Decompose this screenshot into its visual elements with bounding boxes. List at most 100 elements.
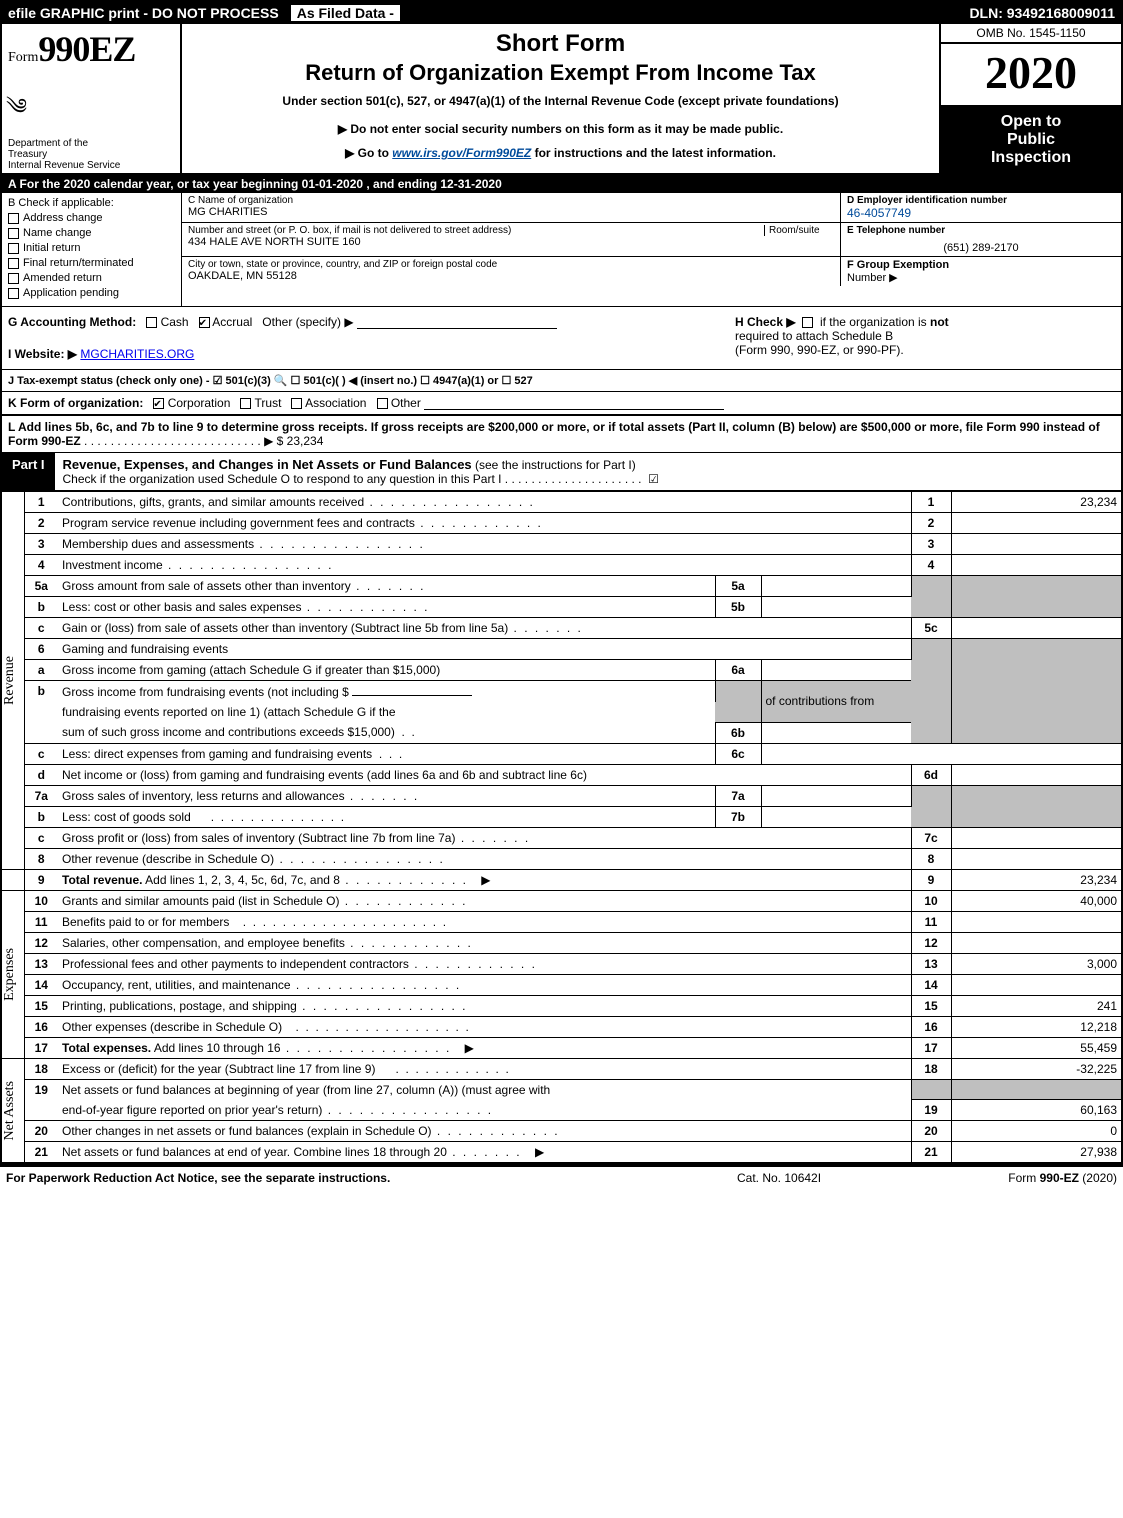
l18-d: Excess or (deficit) for the year (Subtra… — [62, 1062, 375, 1076]
checkbox-icon[interactable] — [802, 317, 813, 328]
k-row: K Form of organization: Corporation Trus… — [2, 392, 1121, 416]
checkbox-checked-icon[interactable] — [199, 317, 210, 328]
line-21: 21 Net assets or fund balances at end of… — [2, 1142, 1121, 1163]
l2-desc: Program service revenue including govern… — [58, 513, 911, 534]
grey-19v — [951, 1079, 1121, 1100]
l7c-d: Gross profit or (loss) from sales of inv… — [62, 831, 530, 845]
l5c-desc-text: Gain or (loss) from sale of assets other… — [62, 621, 583, 635]
l14-num: 14 — [24, 974, 58, 995]
website-link[interactable]: MGCHARITIES.ORG — [80, 347, 194, 361]
l21-num: 21 — [24, 1142, 58, 1163]
checkbox-icon[interactable] — [146, 317, 157, 328]
l14-numcol: 14 — [911, 974, 951, 995]
l15-d: Printing, publications, postage, and shi… — [62, 999, 468, 1013]
e-value: (651) 289-2170 — [847, 242, 1115, 254]
l6b-blank[interactable] — [352, 684, 472, 696]
line-11: 11 Benefits paid to or for members . . .… — [2, 911, 1121, 932]
line-9: 9 Total revenue. Add lines 1, 2, 3, 4, 5… — [2, 869, 1121, 890]
line-18: Net Assets 18 Excess or (deficit) for th… — [2, 1058, 1121, 1079]
g-other-line[interactable] — [357, 315, 557, 329]
chk-name[interactable]: Name change — [8, 227, 175, 239]
chk-amended-label: Amended return — [23, 272, 102, 284]
dept-line1: Department of the — [8, 138, 120, 149]
header-center: Short Form Return of Organization Exempt… — [182, 24, 941, 173]
l5a-desc: Gross amount from sale of assets other t… — [58, 576, 715, 597]
b-header: B Check if applicable: — [8, 197, 175, 209]
l4-desc-text: Investment income — [62, 558, 333, 572]
topbar: efile GRAPHIC print - DO NOT PROCESS As … — [2, 2, 1121, 24]
line-13: 13 Professional fees and other payments … — [2, 953, 1121, 974]
instr-1: ▶ Do not enter social security numbers o… — [192, 122, 929, 136]
footer-left: For Paperwork Reduction Act Notice, see … — [6, 1171, 737, 1185]
l10-d: Grants and similar amounts paid (list in… — [62, 894, 467, 908]
open2: Public — [945, 131, 1117, 149]
checkbox-icon[interactable] — [240, 398, 251, 409]
c-label: C Name of organization — [188, 195, 834, 206]
h-not: not — [930, 315, 949, 329]
checkbox-icon[interactable] — [377, 398, 388, 409]
checkbox-checked-icon[interactable] — [153, 398, 164, 409]
l5c-num: c — [24, 618, 58, 639]
cell-f: F Group Exemption Number ▶ — [841, 257, 1121, 286]
grey-7v — [951, 785, 1121, 827]
line-6d: d Net income or (loss) from gaming and f… — [2, 764, 1121, 785]
l19-d2: end-of-year figure reported on prior yea… — [62, 1103, 493, 1117]
row-c2: Number and street (or P. O. box, if mail… — [182, 223, 1121, 257]
form-subtitle: Under section 501(c), 527, or 4947(a)(1)… — [192, 94, 929, 108]
chk-amended[interactable]: Amended return — [8, 272, 175, 284]
footer-mid: Cat. No. 10642I — [737, 1171, 937, 1185]
l10-numcol: 10 — [911, 890, 951, 911]
l14-desc: Occupancy, rent, utilities, and maintena… — [58, 974, 911, 995]
col-b: B Check if applicable: Address change Na… — [2, 193, 182, 306]
chk-pending[interactable]: Application pending — [8, 287, 175, 299]
g-block: G Accounting Method: Cash Accrual Other … — [8, 315, 735, 361]
l5a-sub: 5a — [715, 576, 761, 597]
l10-num: 10 — [24, 890, 58, 911]
l16-val: 12,218 — [951, 1016, 1121, 1037]
l20-d: Other changes in net assets or fund bala… — [62, 1124, 560, 1138]
grey-6b1 — [715, 681, 761, 723]
l17-val: 55,459 — [951, 1037, 1121, 1058]
l11-desc: Benefits paid to or for members . . . . … — [58, 911, 911, 932]
netassets-vlabel: Net Assets — [2, 1077, 18, 1145]
l6c-desc: Less: direct expenses from gaming and fu… — [58, 743, 715, 764]
checkbox-icon — [8, 258, 19, 269]
open3: Inspection — [945, 149, 1117, 167]
l1-desc: Contributions, gifts, grants, and simila… — [58, 492, 911, 513]
l21-val: 27,938 — [951, 1142, 1121, 1163]
irs-link[interactable]: www.irs.gov/Form990EZ — [392, 146, 531, 160]
l20-desc: Other changes in net assets or fund bala… — [58, 1121, 911, 1142]
f-label: F Group Exemption — [847, 259, 949, 271]
l2-desc-text: Program service revenue including govern… — [62, 516, 543, 530]
chk-address[interactable]: Address change — [8, 212, 175, 224]
chk-initial-label: Initial return — [23, 242, 80, 254]
street-label: Number and street (or P. O. box, if mail… — [188, 225, 764, 236]
l7b-d: Less: cost of goods sold — [62, 810, 191, 824]
checkbox-icon[interactable] — [291, 398, 302, 409]
line-8: 8 Other revenue (describe in Schedule O)… — [2, 848, 1121, 869]
l6b-desc3: fundraising events reported on line 1) (… — [58, 702, 715, 722]
header-left: Form990EZ ༄ Department of the Treasury I… — [2, 24, 182, 173]
k-other-line[interactable] — [424, 398, 724, 410]
footer-right: Form 990-EZ (2020) — [937, 1171, 1117, 1185]
j-row: J Tax-exempt status (check only one) - ☑… — [2, 370, 1121, 392]
expenses-vlabel: Expenses — [2, 944, 18, 1005]
l6a-num: a — [24, 660, 58, 681]
l19-desc2: end-of-year figure reported on prior yea… — [58, 1100, 911, 1121]
l13-desc: Professional fees and other payments to … — [58, 953, 911, 974]
form-prefix: Form — [8, 50, 38, 65]
chk-initial[interactable]: Initial return — [8, 242, 175, 254]
l17-d: Total expenses. — [62, 1041, 151, 1055]
chk-final[interactable]: Final return/terminated — [8, 257, 175, 269]
l7c-numcol: 7c — [911, 827, 951, 848]
row-a: A For the 2020 calendar year, or tax yea… — [2, 175, 1121, 193]
l11-numcol: 11 — [911, 911, 951, 932]
bf-block: B Check if applicable: Address change Na… — [2, 193, 1121, 307]
l20-val: 0 — [951, 1121, 1121, 1142]
l9-d: Total revenue. — [62, 873, 142, 887]
grey-5 — [911, 576, 951, 618]
short-form-label: Short Form — [192, 30, 929, 58]
line-5c: c Gain or (loss) from sale of assets oth… — [2, 618, 1121, 639]
l18-desc: Excess or (deficit) for the year (Subtra… — [58, 1058, 911, 1079]
l6b-desc4: sum of such gross income and contributio… — [58, 722, 715, 743]
